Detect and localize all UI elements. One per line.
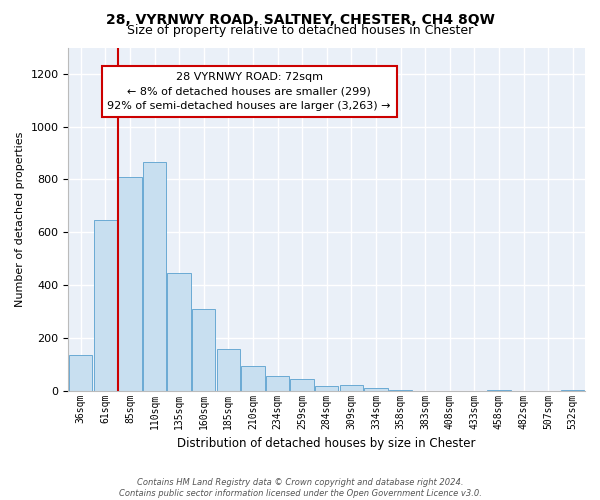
Text: Size of property relative to detached houses in Chester: Size of property relative to detached ho…: [127, 24, 473, 37]
Bar: [94, 220, 117, 390]
Y-axis label: Number of detached properties: Number of detached properties: [15, 132, 25, 307]
Bar: [241, 366, 265, 390]
Bar: [266, 376, 289, 390]
X-axis label: Distribution of detached houses by size in Chester: Distribution of detached houses by size …: [178, 437, 476, 450]
Text: 28 VYRNWY ROAD: 72sqm
← 8% of detached houses are smaller (299)
92% of semi-deta: 28 VYRNWY ROAD: 72sqm ← 8% of detached h…: [107, 72, 391, 111]
Text: 28, VYRNWY ROAD, SALTNEY, CHESTER, CH4 8QW: 28, VYRNWY ROAD, SALTNEY, CHESTER, CH4 8…: [106, 12, 494, 26]
Bar: [167, 272, 191, 390]
Bar: [315, 386, 338, 390]
Bar: [340, 385, 363, 390]
Bar: [69, 355, 92, 390]
Text: Contains HM Land Registry data © Crown copyright and database right 2024.
Contai: Contains HM Land Registry data © Crown c…: [119, 478, 481, 498]
Bar: [290, 380, 314, 390]
Bar: [217, 349, 240, 391]
Bar: [364, 388, 388, 390]
Bar: [192, 309, 215, 390]
Bar: [118, 177, 142, 390]
Bar: [143, 162, 166, 390]
